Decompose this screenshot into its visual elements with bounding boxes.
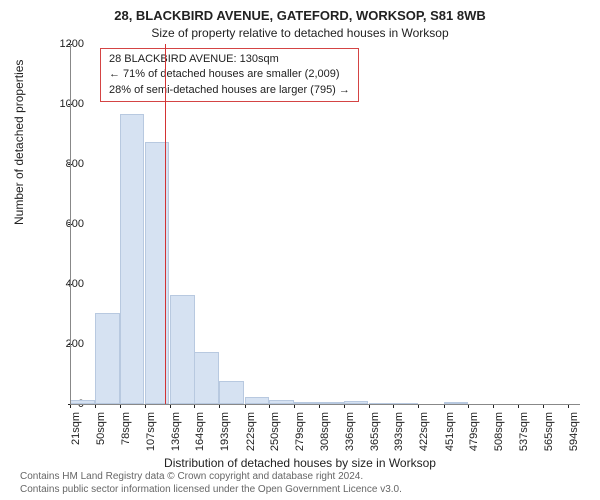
- x-tick-label: 250sqm: [269, 412, 281, 452]
- x-tick-label: 107sqm: [145, 412, 157, 452]
- y-tick-label: 800: [44, 158, 84, 170]
- histogram-bar: [245, 397, 270, 405]
- histogram-bar: [194, 352, 219, 405]
- histogram-bar: [95, 313, 120, 405]
- x-tick-label: 508sqm: [493, 412, 505, 452]
- x-tick-label: 222sqm: [245, 412, 257, 452]
- x-tick-label: 479sqm: [468, 412, 480, 452]
- y-tick-label: 1200: [44, 38, 84, 50]
- chart-title-main: 28, BLACKBIRD AVENUE, GATEFORD, WORKSOP,…: [0, 8, 600, 23]
- histogram-bar: [145, 142, 170, 404]
- x-tick-label: 50sqm: [95, 412, 107, 452]
- x-tick-label: 393sqm: [393, 412, 405, 452]
- x-tick-label: 336sqm: [344, 412, 356, 452]
- y-tick-label: 400: [44, 278, 84, 290]
- y-tick-label: 200: [44, 338, 84, 350]
- x-tick-label: 78sqm: [120, 412, 132, 452]
- x-tick-label: 136sqm: [170, 412, 182, 452]
- info-line-2: ← 71% of detached houses are smaller (2,…: [109, 67, 350, 82]
- x-axis-line: [70, 404, 580, 405]
- y-axis-label: Number of detached properties: [12, 60, 26, 225]
- x-tick-label: 164sqm: [194, 412, 206, 452]
- x-axis-label: Distribution of detached houses by size …: [0, 456, 600, 470]
- x-tick-label: 451sqm: [444, 412, 456, 452]
- attribution-line-1: Contains HM Land Registry data © Crown c…: [20, 470, 402, 483]
- x-tick-label: 594sqm: [568, 412, 580, 452]
- chart-container: 28, BLACKBIRD AVENUE, GATEFORD, WORKSOP,…: [0, 0, 600, 500]
- histogram-bar: [219, 381, 244, 404]
- info-line-3: 28% of semi-detached houses are larger (…: [109, 83, 350, 98]
- x-tick-label: 279sqm: [294, 412, 306, 452]
- x-tick-label: 422sqm: [418, 412, 430, 452]
- info-line-1: 28 BLACKBIRD AVENUE: 130sqm: [109, 52, 350, 67]
- y-tick-label: 600: [44, 218, 84, 230]
- x-tick-label: 365sqm: [369, 412, 381, 452]
- x-tick-label: 565sqm: [543, 412, 555, 452]
- x-tick-label: 308sqm: [319, 412, 331, 452]
- reference-line: [165, 44, 166, 404]
- x-tick-label: 193sqm: [219, 412, 231, 452]
- histogram-bar: [170, 295, 195, 405]
- histogram-bar: [120, 114, 145, 404]
- chart-title-sub: Size of property relative to detached ho…: [0, 26, 600, 40]
- y-tick-label: 1000: [44, 98, 84, 110]
- y-axis-line: [70, 44, 71, 404]
- attribution: Contains HM Land Registry data © Crown c…: [20, 470, 402, 496]
- x-tick-label: 537sqm: [518, 412, 530, 452]
- attribution-line-2: Contains public sector information licen…: [20, 483, 402, 496]
- info-box: 28 BLACKBIRD AVENUE: 130sqm ← 71% of det…: [100, 48, 359, 102]
- x-tick-label: 21sqm: [70, 412, 82, 452]
